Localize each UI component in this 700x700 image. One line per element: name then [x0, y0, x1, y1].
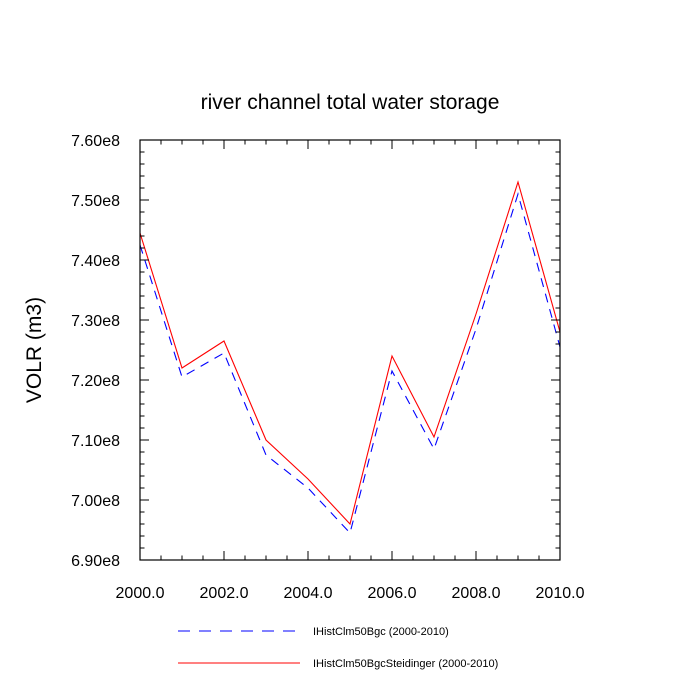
y-tick-label: 7.20e8: [71, 373, 120, 390]
x-tick-label: 2004.0: [284, 585, 333, 602]
series-line-2: [139, 180, 561, 526]
legend-label-2: IHistClm50BgcSteidinger (2000-2010): [313, 658, 498, 670]
y-tick-label: 7.00e8: [71, 493, 120, 510]
y-tick-label: 7.10e8: [71, 433, 120, 450]
x-tick-label: 2000.0: [116, 585, 165, 602]
x-tick-label: 2002.0: [200, 585, 249, 602]
series-line-1: [139, 192, 561, 535]
plot-frame: [139, 139, 561, 561]
x-tick-label: 2008.0: [452, 585, 501, 602]
y-tick-label: 6.90e8: [71, 553, 120, 570]
legend-label-1: IHistClm50Bgc (2000-2010): [313, 626, 449, 638]
y-tick-label: 7.30e8: [71, 313, 120, 330]
y-tick-label: 7.60e8: [71, 133, 120, 150]
x-tick-label: 2006.0: [368, 585, 417, 602]
y-tick-label: 7.40e8: [71, 253, 120, 270]
axis-ticks: 2000.0 2002.0 2004.0 2006.0 2008.0 2010.0 6.90…: [71, 133, 585, 602]
chart-title: river channel total water storage: [201, 91, 500, 114]
y-axis-label: VOLR (m3): [23, 297, 46, 403]
y-tick-label: 7.50e8: [71, 193, 120, 210]
plot-series: [139, 180, 561, 535]
x-tick-label: 2010.0: [536, 585, 585, 602]
legend: IHistClm50Bgc (2000-2010) IHistClm50BgcSt…: [178, 626, 498, 670]
